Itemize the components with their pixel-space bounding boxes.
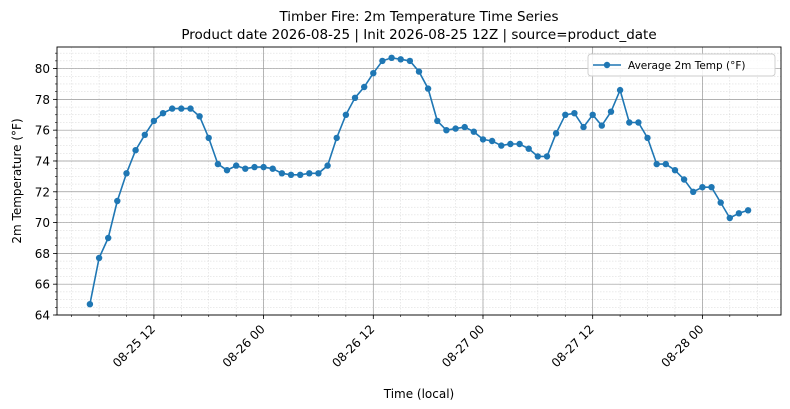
data-point [680, 176, 688, 183]
y-tick-label: 76 [35, 124, 50, 138]
data-point [169, 105, 176, 112]
y-tick-label: 68 [35, 247, 50, 261]
data-point [589, 111, 596, 119]
y-axis: 64 66 68 70 72 74 76 78 80 [35, 52, 57, 323]
data-point [470, 128, 477, 135]
y-tick-label: 66 [35, 278, 50, 292]
data-point [626, 119, 633, 126]
data-point [552, 130, 560, 137]
data-point [342, 111, 350, 119]
data-point [708, 184, 715, 191]
data-point [370, 70, 377, 77]
data-point [443, 127, 450, 134]
y-axis-label: 2m Temperature (°F) [10, 118, 24, 243]
data-point [269, 165, 276, 172]
data-point [278, 170, 286, 177]
data-point [479, 136, 487, 143]
data-point [488, 137, 496, 145]
data-point [397, 56, 404, 63]
data-point [616, 86, 624, 94]
data-point [242, 165, 249, 172]
data-point [534, 153, 541, 160]
y-tick-label: 72 [35, 185, 50, 199]
data-point [105, 234, 112, 242]
data-point [205, 134, 212, 142]
data-point [379, 57, 386, 65]
data-point [233, 162, 240, 169]
data-point [406, 57, 414, 65]
data-point [223, 167, 231, 174]
data-point [415, 68, 423, 75]
data-point [452, 125, 459, 132]
data-point [351, 94, 359, 102]
data-point [187, 105, 194, 112]
data-point [461, 123, 468, 131]
data-point [86, 301, 94, 308]
series-points [86, 54, 752, 308]
legend-label: Average 2m Temp (°F) [628, 60, 746, 72]
data-point [717, 199, 724, 206]
data-point [315, 170, 322, 177]
y-tick-label: 64 [35, 309, 50, 323]
y-tick-label: 70 [35, 216, 50, 230]
data-point [196, 113, 203, 120]
data-point [114, 197, 121, 205]
data-point [214, 160, 222, 168]
data-point [333, 134, 340, 142]
data-point [543, 153, 551, 160]
data-point [388, 54, 395, 61]
data-point [123, 170, 130, 177]
data-point [324, 162, 331, 169]
data-point [744, 207, 752, 214]
data-point [251, 163, 258, 171]
data-point [726, 214, 733, 222]
chart-subtitle: Product date 2026-08-25 | Init 2026-08-2… [181, 27, 656, 43]
data-point [735, 210, 743, 217]
data-point [562, 111, 569, 119]
y-tick-label: 80 [35, 62, 50, 76]
data-point [507, 140, 514, 148]
x-axis-label: Time (local) [383, 387, 455, 401]
data-point [699, 184, 706, 191]
data-point [662, 160, 669, 168]
legend-box [587, 53, 776, 77]
data-point [498, 142, 505, 149]
data-point [671, 167, 679, 174]
data-point [159, 110, 167, 117]
data-point [95, 254, 103, 262]
data-point [178, 105, 185, 112]
y-tick-label: 74 [35, 154, 50, 168]
chart-title: Timber Fire: 2m Temperature Time Series [278, 9, 558, 25]
data-point [571, 110, 578, 117]
data-point [260, 163, 267, 171]
data-point [598, 122, 605, 129]
data-point [580, 123, 587, 131]
data-point [607, 108, 615, 115]
data-point [635, 119, 642, 126]
plot-area-frame [56, 46, 782, 316]
data-point [690, 188, 697, 195]
data-point [516, 140, 523, 148]
data-point [287, 171, 295, 178]
data-point [361, 83, 368, 91]
legend: Average 2m Temp (°F) [587, 53, 776, 77]
data-point [306, 170, 313, 177]
data-point [150, 117, 158, 125]
data-point [644, 134, 651, 142]
legend-marker-swatch [603, 61, 611, 69]
data-point [653, 160, 660, 168]
major-grid [57, 47, 781, 316]
data-point [132, 147, 139, 154]
data-point [297, 171, 304, 178]
y-tick-label: 78 [35, 93, 50, 107]
data-point [434, 117, 441, 125]
data-point [141, 131, 148, 138]
data-point [424, 85, 432, 92]
data-point [525, 145, 532, 152]
